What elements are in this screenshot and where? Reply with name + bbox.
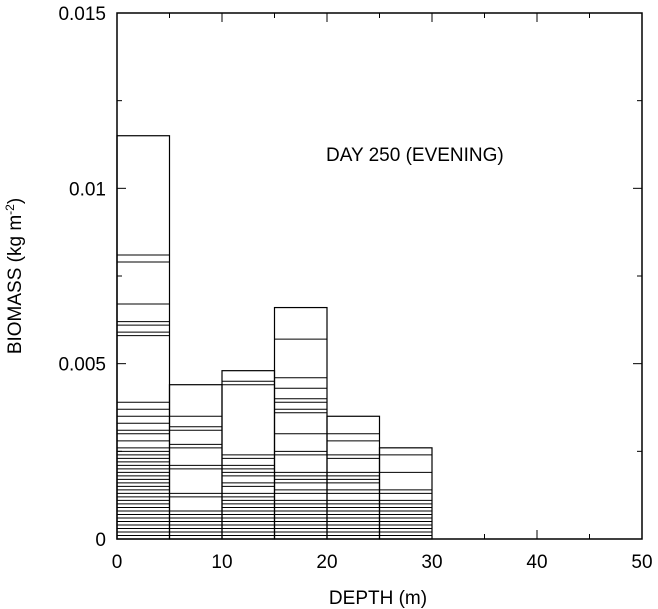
- bins-layer: [116, 135, 433, 540]
- y-tick-label-3: 0.015: [58, 4, 106, 25]
- x-tick-label-2: 20: [316, 552, 337, 573]
- bin-bar-4: [326, 415, 381, 540]
- x-tick-label-4: 40: [526, 552, 547, 573]
- x-tick-label-3: 30: [421, 552, 442, 573]
- chart-annotation: DAY 250 (EVENING): [326, 145, 504, 166]
- y-tick-label-2: 0.01: [69, 179, 106, 200]
- x-tick-label-1: 10: [211, 552, 232, 573]
- bin-bar-0: [116, 135, 171, 540]
- y-axis-title: BIOMASS (kg m-2): [3, 198, 26, 354]
- plot-frame: [116, 12, 643, 540]
- y-axis-title-sup: -2: [3, 204, 17, 215]
- bin-bar-1: [168, 384, 223, 540]
- y-axis-title-main: BIOMASS (kg m: [5, 215, 26, 354]
- x-axis-title: DEPTH (m): [329, 588, 427, 609]
- y-tick-label-0: 0: [95, 530, 106, 551]
- y-axis-title-end: ): [5, 198, 26, 204]
- x-tick-label-0: 0: [112, 552, 123, 573]
- y-tick-label-1: 0.005: [58, 355, 106, 376]
- x-tick-label-5: 50: [631, 552, 652, 573]
- labels-layer: 0 10 20 30 40 50 0 0.005 0.01 0.015: [58, 4, 652, 573]
